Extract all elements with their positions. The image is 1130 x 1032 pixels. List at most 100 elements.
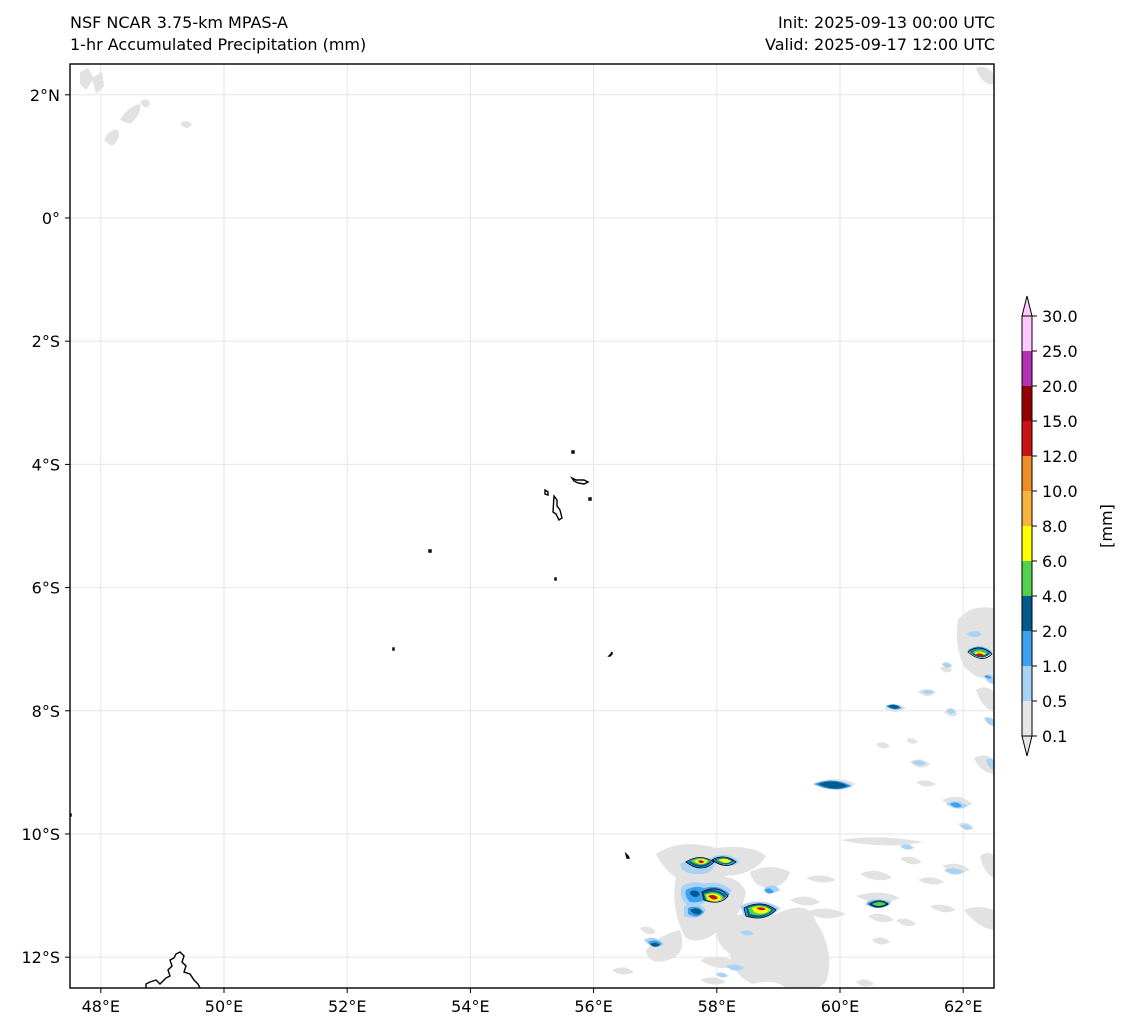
lat-tick-label: 4°S: [32, 455, 60, 474]
valid-time: Valid: 2025-09-17 12:00 UTC: [764, 35, 995, 54]
colorbar-tick-label: 30.0: [1042, 307, 1078, 326]
precip-cell: [966, 631, 982, 637]
precip-cell: [950, 802, 962, 808]
precip-cell: [690, 908, 702, 915]
precip-cell: [976, 653, 984, 657]
precip-cell: [900, 856, 922, 865]
precip-cell: [918, 877, 944, 885]
precip-contour: [685, 857, 715, 869]
colorbar-tick-label: 25.0: [1042, 342, 1078, 361]
precip-contour: [701, 888, 729, 903]
precip-red: [698, 653, 984, 911]
precip-cell: [942, 863, 970, 873]
precip-cell: [790, 896, 820, 906]
precip-cell: [856, 979, 874, 987]
colorbar-tick-label: 10.0: [1042, 482, 1078, 501]
precip-cell: [860, 870, 892, 881]
precip-cell: [876, 742, 890, 749]
precip-cell: [976, 687, 994, 712]
colorbar-extend-min: [1021, 735, 1033, 757]
precip-cell: [976, 66, 994, 85]
colorbar-segment: [1022, 491, 1032, 526]
precip-cell: [120, 104, 141, 124]
colorbar-tick-label: 4.0: [1042, 587, 1067, 606]
gridlines: [70, 64, 994, 988]
precip-cell: [840, 837, 924, 846]
precip-cell: [92, 72, 104, 94]
header-right: Init: 2025-09-13 00:00 UTC Valid: 2025-0…: [765, 12, 995, 56]
precip-cell: [906, 738, 918, 744]
lon-tick-label: 56°E: [574, 997, 612, 1016]
precip-cell: [872, 902, 886, 906]
precip-trace: [80, 66, 994, 988]
colorbar-segment: [1022, 631, 1032, 666]
lat-tick-label: 10°S: [21, 825, 60, 844]
island-small-2: [588, 497, 592, 501]
colorbar-segment: [1022, 596, 1032, 631]
precip-yellow: [694, 651, 986, 914]
init-time: Init: 2025-09-13 00:00 UTC: [777, 13, 995, 32]
colorbar-tick-label: 2.0: [1042, 622, 1067, 641]
colorbar-segment: [1022, 701, 1032, 736]
precip-cell: [140, 99, 150, 108]
lat-tick-label: 12°S: [21, 948, 60, 967]
precip-cell: [700, 977, 726, 985]
precip-cell: [984, 675, 992, 679]
map-axes: 48°E 50°E 52°E 54°E 56°E 58°E 60°E 62°E 2°N 0° 2°S…: [21, 86, 982, 1016]
precip-cell: [806, 875, 836, 883]
island-seychelles-main: [552, 494, 563, 522]
precip-cell: [856, 892, 900, 903]
precip-contour: [711, 856, 737, 866]
precip-cell: [922, 690, 934, 694]
precip-contour: [743, 903, 777, 919]
precip-cell: [719, 858, 731, 863]
precip-contours: [685, 647, 993, 919]
precip-field: [80, 66, 994, 988]
lon-tick-label: 60°E: [821, 997, 859, 1016]
precip-cell: [698, 860, 704, 864]
colorbar-tick-label: 0.1: [1042, 727, 1067, 746]
lon-tick-label: 54°E: [451, 997, 489, 1016]
precip-cell: [818, 781, 848, 789]
precip-cell: [716, 907, 830, 988]
island-small-1: [544, 488, 549, 496]
colorbar-segment: [1022, 351, 1032, 386]
precip-cell: [942, 662, 952, 668]
model-title: NSF NCAR 3.75-km MPAS-A: [70, 13, 288, 32]
island-small-7: [624, 851, 631, 859]
island-small-6: [607, 651, 613, 657]
colorbar-segment: [1022, 316, 1032, 351]
precip-cell: [930, 904, 956, 913]
precip-cell: [756, 907, 766, 911]
precip-cell: [806, 908, 846, 919]
colorbar-tick-label: 15.0: [1042, 412, 1078, 431]
island-small-4: [554, 577, 557, 581]
precip-contour: [967, 647, 993, 659]
precip-cell: [650, 942, 660, 947]
island-small-5: [392, 647, 395, 651]
colorbar-tick-label: 0.5: [1042, 692, 1067, 711]
lon-tick-label: 50°E: [205, 997, 243, 1016]
lon-tick-label: 52°E: [328, 997, 366, 1016]
precip-cell: [960, 824, 972, 830]
lat-tick-label: 2°N: [30, 86, 60, 105]
precip-cell: [708, 894, 718, 900]
precip-cell: [872, 937, 890, 945]
precip-cell: [986, 758, 994, 770]
colorbar-tick-label: 20.0: [1042, 377, 1078, 396]
precip-cell: [900, 844, 914, 850]
lat-tick-label: 8°S: [32, 702, 60, 721]
precip-cell: [180, 121, 192, 128]
precip-cell: [916, 780, 936, 787]
island-bird: [571, 450, 575, 454]
map-panel: [70, 64, 994, 988]
header-left: NSF NCAR 3.75-km MPAS-A 1-hr Accumulated…: [70, 12, 366, 56]
colorbar-segment: [1022, 561, 1032, 596]
colorbar-segment: [1022, 386, 1032, 421]
colorbar-segment: [1022, 666, 1032, 701]
colorbar-segment: [1022, 421, 1032, 456]
precip-cell: [690, 890, 700, 897]
precip-cell: [750, 867, 790, 888]
precip-cell: [716, 972, 728, 978]
lat-tick-label: 6°S: [32, 579, 60, 598]
